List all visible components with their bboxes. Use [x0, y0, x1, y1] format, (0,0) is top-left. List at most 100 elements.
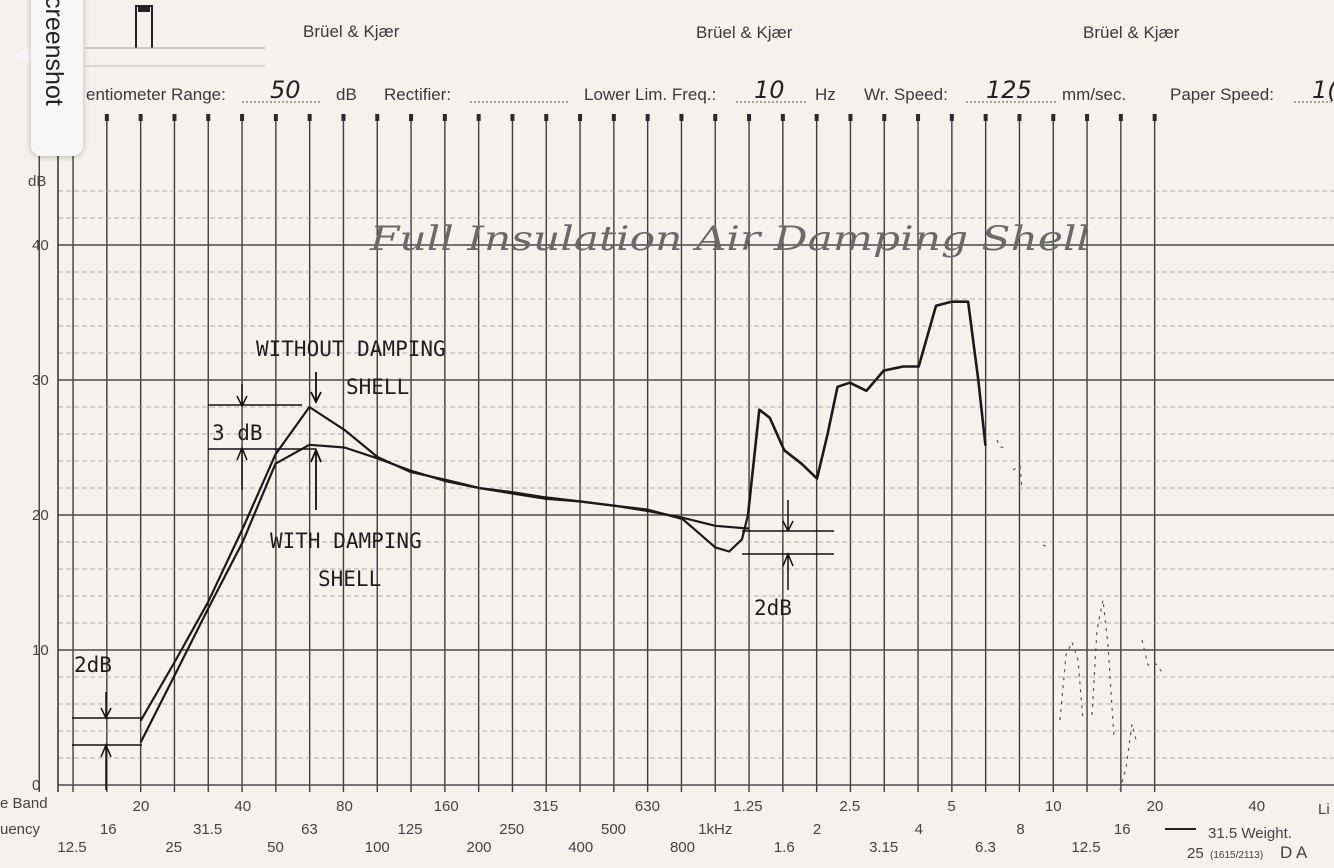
x-tick-label-upper: 40	[1248, 798, 1265, 815]
x-tick-label-lower: 200	[466, 839, 491, 856]
without-damping-label-2: SHELL	[346, 375, 409, 399]
x-tick-label-upper: 630	[635, 798, 660, 815]
x-tick-label-lower: 63	[301, 821, 318, 838]
handwritten-title: Full Insulation Air Damping Shell	[369, 219, 1090, 259]
x-tick-label-lower: 1.6	[774, 839, 795, 856]
weight-right-label: Li	[1318, 801, 1330, 818]
with-damping-label-2: SHELL	[318, 567, 381, 591]
grid-top-marker	[916, 114, 921, 121]
x-tick-label-lower: 100	[365, 839, 390, 856]
potentiometer-unit: dB	[336, 85, 357, 104]
x-tick-label-lower: 3.15	[869, 839, 898, 856]
y-axis-label: dB	[28, 173, 46, 190]
wr-speed-unit: mm/sec.	[1062, 85, 1126, 104]
chart-grid	[37, 114, 1334, 792]
y-tick-label: 40	[32, 237, 49, 254]
two-db-left-label: 2dB	[74, 653, 112, 677]
form-code-small: (1615/2113)	[1210, 850, 1263, 861]
y-tick-label: 0	[32, 777, 40, 794]
series-line-3	[746, 300, 987, 517]
x-tick-label-lower: 800	[670, 839, 695, 856]
grid-top-marker	[882, 114, 887, 121]
grid-top-marker	[375, 114, 380, 121]
grid-top-marker	[172, 114, 177, 121]
grid-top-marker	[814, 114, 819, 121]
x-tick-label-lower: 500	[601, 821, 626, 838]
footer: e Band uency 31.5 Weight. Li 25 (1615/21…	[0, 795, 1330, 862]
y-tick-label: 20	[32, 507, 49, 524]
grid-top-marker	[747, 114, 752, 121]
without-damping-label: WITHOUT DAMPING	[256, 337, 446, 361]
brand-label-2: Brüel & Kjær	[696, 23, 793, 42]
y-tick-label: 30	[32, 372, 49, 389]
three-db-label: 3 dB	[212, 421, 263, 445]
x-tick-label-lower: 6.3	[975, 839, 996, 856]
grid-top-marker	[949, 114, 954, 121]
grid-top-marker	[1118, 114, 1123, 121]
x-tick-label-upper: 315	[533, 798, 558, 815]
grid-top-marker	[476, 114, 481, 121]
with-pointer-arrow	[310, 447, 322, 510]
two-db-right-marker	[742, 500, 834, 590]
x-tick-label-lower: 2	[813, 821, 821, 838]
lower-lim-freq-value: 10	[754, 76, 785, 104]
x-tick-label-upper: 10	[1045, 798, 1062, 815]
x-tick-label-upper: 20	[1147, 798, 1164, 815]
grid-top-marker	[409, 114, 414, 121]
brand-label-3: Brüel & Kjær	[1083, 23, 1180, 42]
grid-top-marker	[848, 114, 853, 121]
lower-lim-freq-label: Lower Lim. Freq.:	[584, 85, 716, 104]
grid-top-marker	[206, 114, 211, 121]
annotations: WITHOUT DAMPING SHELL WITH DAMPING SHELL…	[72, 337, 834, 790]
lower-lim-freq-unit: Hz	[815, 85, 836, 104]
x-tick-label-lower: 1kHz	[698, 821, 732, 838]
series-line-2	[139, 443, 750, 743]
x-tick-label-lower: 125	[397, 821, 422, 838]
x-tick-label-upper: 80	[336, 798, 353, 815]
header: Brüel & Kjær Brüel & Kjær Brüel & Kjær e…	[85, 5, 1334, 104]
grid-top-marker	[679, 114, 684, 121]
screenshot-tab[interactable]: creenshot	[31, 0, 83, 156]
y-tick-label: 10	[32, 642, 49, 659]
grid-top-marker	[611, 114, 616, 121]
x-tick-label-lower: 16	[100, 821, 117, 838]
screenshot-tab-label: creenshot	[40, 0, 68, 106]
dotted-dropout-path	[996, 439, 1163, 791]
paper-speed-value: 1(	[1312, 76, 1334, 104]
x-tick-label-lower: 31.5	[193, 821, 222, 838]
x-tick-labels: 20 40 80 160 315 630 1.25 2.5 5 10 20 40 12.5 16 25 31.…	[57, 798, 1265, 856]
with-damping-label: WITH DAMPING	[270, 529, 422, 553]
scale-symbol-mark	[138, 6, 150, 12]
x-tick-label-lower: 4	[915, 821, 923, 838]
grid-top-marker	[544, 114, 549, 121]
two-db-right-label: 2dB	[754, 596, 792, 620]
potentiometer-value: 50	[270, 76, 301, 104]
grid-top-marker	[240, 114, 245, 121]
grid-top-marker	[510, 114, 515, 121]
rectifier-label: Rectifier:	[384, 85, 451, 104]
x-tick-label-lower: 250	[499, 821, 524, 838]
grid-top-marker	[307, 114, 312, 121]
grid-top-marker	[1051, 114, 1056, 121]
grid-top-marker	[983, 114, 988, 121]
frequency-label: uency	[0, 821, 41, 838]
dropout-traces	[996, 439, 1163, 791]
form-code-letters: D A	[1280, 843, 1308, 862]
y-tick-labels: 0 10 20 30 40	[32, 237, 49, 794]
form-code: 25	[1187, 845, 1204, 862]
x-tick-label-upper: 1.25	[733, 798, 762, 815]
x-tick-label-lower: 12.5	[1071, 839, 1100, 856]
two-db-left-marker	[72, 692, 142, 790]
grid-top-marker	[578, 114, 583, 121]
x-tick-label-lower: 16	[1114, 821, 1131, 838]
without-pointer-arrow	[310, 372, 322, 405]
grid-top-marker	[138, 114, 143, 121]
paper-speed-label: Paper Speed:	[1170, 85, 1274, 104]
x-tick-label-lower: 400	[568, 839, 593, 856]
grid-top-marker	[341, 114, 346, 121]
grid-top-marker	[273, 114, 278, 121]
grid-top-marker	[1017, 114, 1022, 121]
brand-label-1: Brüel & Kjær	[303, 22, 400, 41]
grid-top-marker	[713, 114, 718, 121]
